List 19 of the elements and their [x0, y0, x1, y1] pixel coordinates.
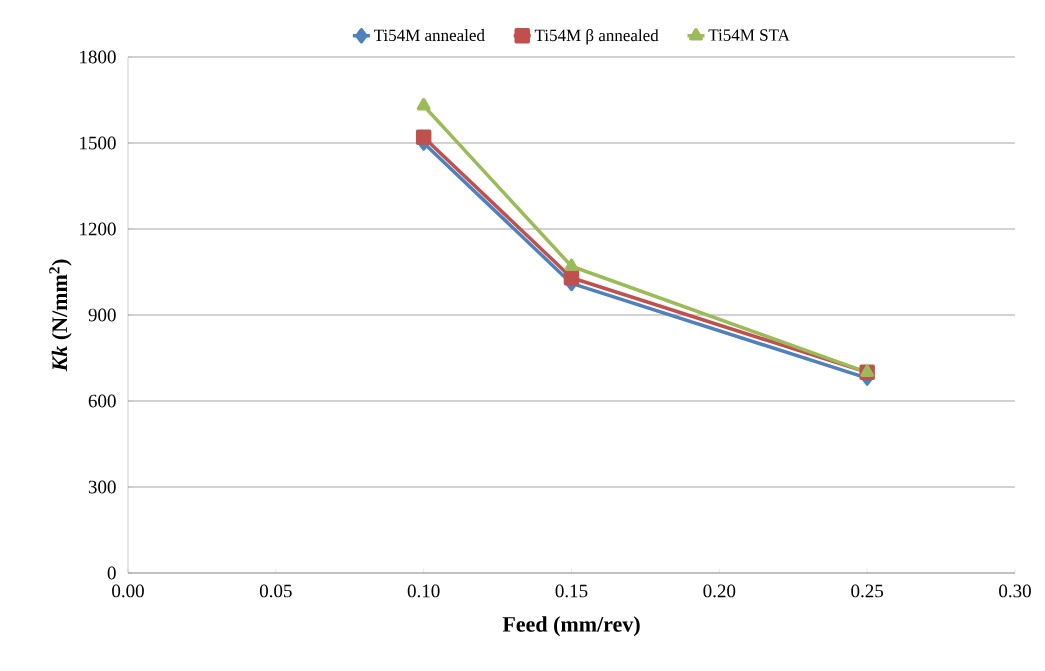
- x-tick-label: 0.30: [999, 584, 1031, 598]
- legend-label: Ti54M β annealed: [534, 29, 659, 45]
- x-tick-label: 0.15: [555, 584, 588, 598]
- y-tick-label: 1200: [80, 222, 116, 236]
- y-tick-label: 1800: [80, 50, 116, 64]
- x-tick-label: 0.10: [407, 584, 440, 598]
- y-tick-label: 900: [88, 308, 116, 322]
- y-tick-label: 600: [88, 394, 116, 408]
- x-tick-label: 0.20: [703, 584, 736, 598]
- x-axis-title: Feed (mm/rev): [502, 616, 640, 637]
- x-tick-label: 0.25: [851, 584, 884, 598]
- y-tick-label: 0: [107, 566, 116, 580]
- legend-label: Ti54M annealed: [373, 29, 485, 42]
- x-tick-label: 0.05: [259, 584, 292, 598]
- y-tick-label: 1500: [80, 136, 116, 150]
- y-tick-label: 300: [88, 480, 116, 494]
- legend-label: Ti54M STA: [708, 29, 790, 41]
- x-tick-label: 0.00: [112, 584, 144, 598]
- y-axis-title: Kk (N/mm$^{2}$): [49, 259, 72, 372]
